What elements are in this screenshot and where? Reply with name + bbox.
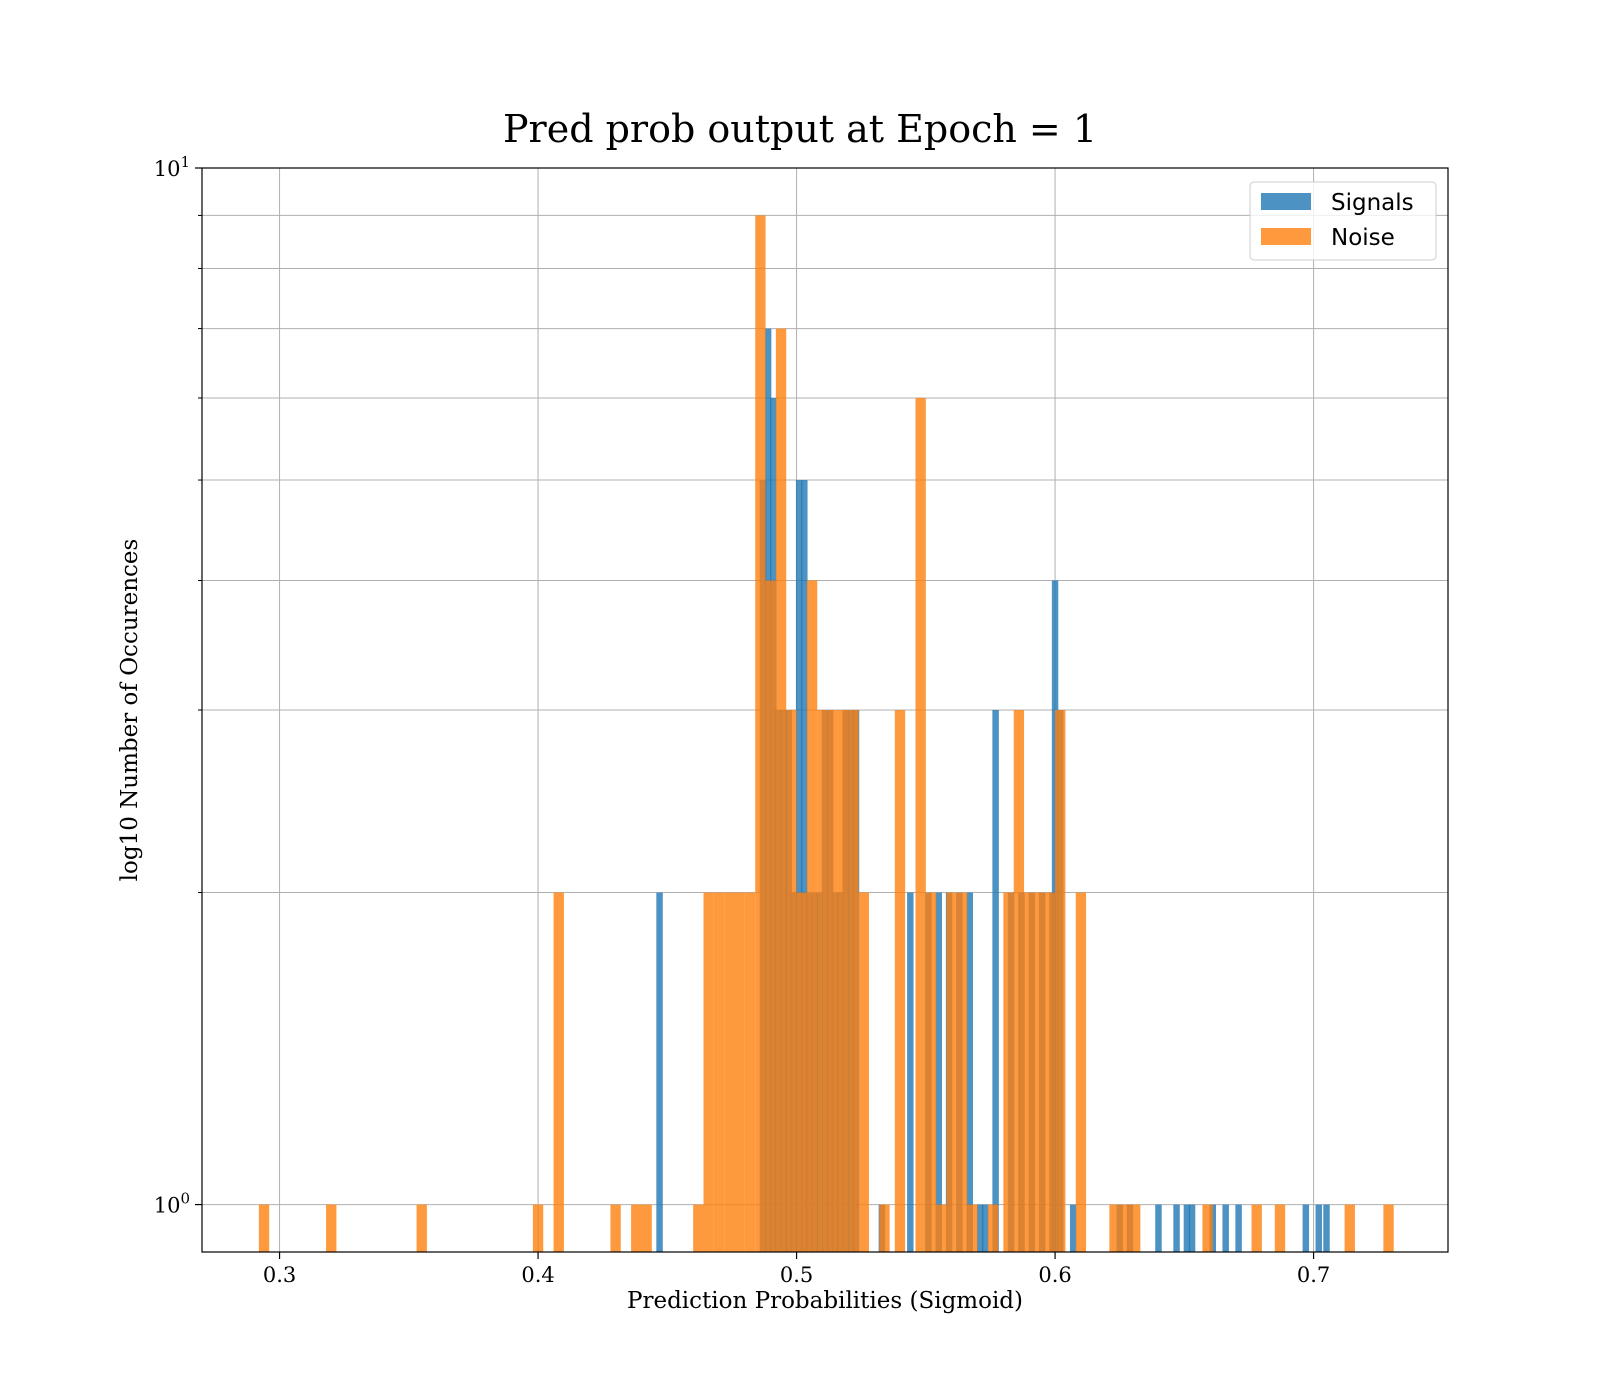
- bar-noise: [1274, 1204, 1286, 1252]
- chart-title: Pred prob output at Epoch = 1: [503, 107, 1097, 151]
- bar-noise: [1044, 892, 1056, 1252]
- bar-signals: [656, 892, 663, 1252]
- bar-noise: [734, 892, 745, 1252]
- y-tick-label: 101: [154, 153, 190, 181]
- legend: Signals Noise: [1249, 181, 1437, 261]
- bar-noise: [946, 892, 957, 1252]
- bar-noise: [1013, 710, 1025, 1252]
- x-tick-label: 0.3: [263, 1263, 296, 1287]
- bar-signals: [976, 1204, 984, 1252]
- bar-signals: [801, 480, 808, 1252]
- bar-signals: [1323, 1204, 1330, 1252]
- bar-noise: [1034, 892, 1045, 1252]
- bar-noise: [775, 328, 787, 1252]
- bar-noise: [755, 215, 766, 1253]
- bar-noise: [987, 1204, 999, 1252]
- bar-noise: [806, 580, 818, 1252]
- bar-noise: [1003, 892, 1014, 1252]
- bar-noise: [765, 580, 776, 1252]
- bar-signals: [1235, 1204, 1242, 1252]
- bar-noise: [848, 710, 859, 1252]
- y-axis-label: log10 Number of Occurences: [117, 539, 143, 882]
- bar-noise: [1055, 710, 1066, 1252]
- bar-signals: [907, 892, 914, 1252]
- bar-noise: [610, 1204, 621, 1252]
- bar-noise: [894, 710, 906, 1252]
- bar-noise: [744, 892, 756, 1252]
- bar-noise: [416, 1204, 427, 1252]
- bar-noise: [837, 710, 849, 1252]
- bar-signals: [935, 892, 942, 1252]
- bar-noise: [879, 1204, 890, 1252]
- bar-noise: [703, 892, 714, 1252]
- bars: [258, 215, 1394, 1253]
- legend-swatch-noise: [1261, 228, 1311, 245]
- bar-noise: [925, 892, 937, 1252]
- bar-signals: [1222, 1204, 1229, 1252]
- bar-signals: [1315, 1204, 1322, 1252]
- bar-noise: [1251, 1204, 1262, 1252]
- bar-signals: [982, 1204, 989, 1252]
- x-tick-label: 0.6: [1038, 1263, 1071, 1287]
- bar-noise: [631, 1204, 642, 1252]
- bar-noise: [713, 892, 725, 1252]
- y-tick-label: 100: [154, 1190, 190, 1218]
- legend-swatch-signals: [1261, 193, 1311, 210]
- y-axis-ticks: 100 101: [154, 153, 202, 1218]
- x-axis-label: Prediction Probabilities (Sigmoid): [627, 1288, 1023, 1314]
- legend-label-signals: Signals: [1331, 190, 1414, 216]
- bar-noise: [858, 892, 869, 1252]
- bar-noise: [967, 1204, 978, 1252]
- bar-noise: [956, 892, 968, 1252]
- bar-noise: [532, 1204, 544, 1252]
- bar-signals: [1173, 1204, 1180, 1252]
- bar-noise: [1024, 892, 1035, 1252]
- bar-noise: [553, 892, 564, 1252]
- bar-noise: [258, 1204, 270, 1252]
- bar-noise: [1130, 1204, 1141, 1252]
- bar-noise: [1383, 1204, 1394, 1252]
- bar-signals: [1302, 1204, 1310, 1252]
- x-tick-label: 0.5: [780, 1263, 813, 1287]
- bar-noise: [1119, 1204, 1131, 1252]
- bar-signals: [795, 480, 803, 1252]
- bar-noise: [915, 397, 926, 1253]
- bar-signals: [966, 892, 973, 1252]
- bar-signals: [1183, 1204, 1191, 1252]
- bar-noise: [827, 710, 838, 1252]
- bar-noise: [1344, 1204, 1355, 1252]
- bar-signals: [1155, 1204, 1162, 1252]
- bar-noise: [641, 1204, 652, 1252]
- bar-signals: [1188, 1204, 1196, 1252]
- bar-signals: [1069, 1204, 1077, 1252]
- bar-signals: [992, 710, 999, 1252]
- x-tick-label: 0.4: [521, 1263, 554, 1287]
- bar-noise: [817, 710, 828, 1252]
- bar-noise: [724, 892, 735, 1252]
- bar-noise: [936, 1204, 947, 1252]
- legend-label-noise: Noise: [1331, 225, 1395, 251]
- bar-noise: [693, 1204, 704, 1252]
- bar-noise: [786, 710, 797, 1252]
- x-tick-label: 0.7: [1297, 1263, 1330, 1287]
- bar-noise: [1075, 892, 1087, 1252]
- bar-noise: [1109, 1204, 1120, 1252]
- bar-noise: [796, 892, 807, 1252]
- x-axis-ticks: 0.3 0.4 0.5 0.6 0.7: [263, 1252, 1330, 1287]
- bar-noise: [326, 1204, 337, 1252]
- bar-noise: [1202, 1204, 1213, 1252]
